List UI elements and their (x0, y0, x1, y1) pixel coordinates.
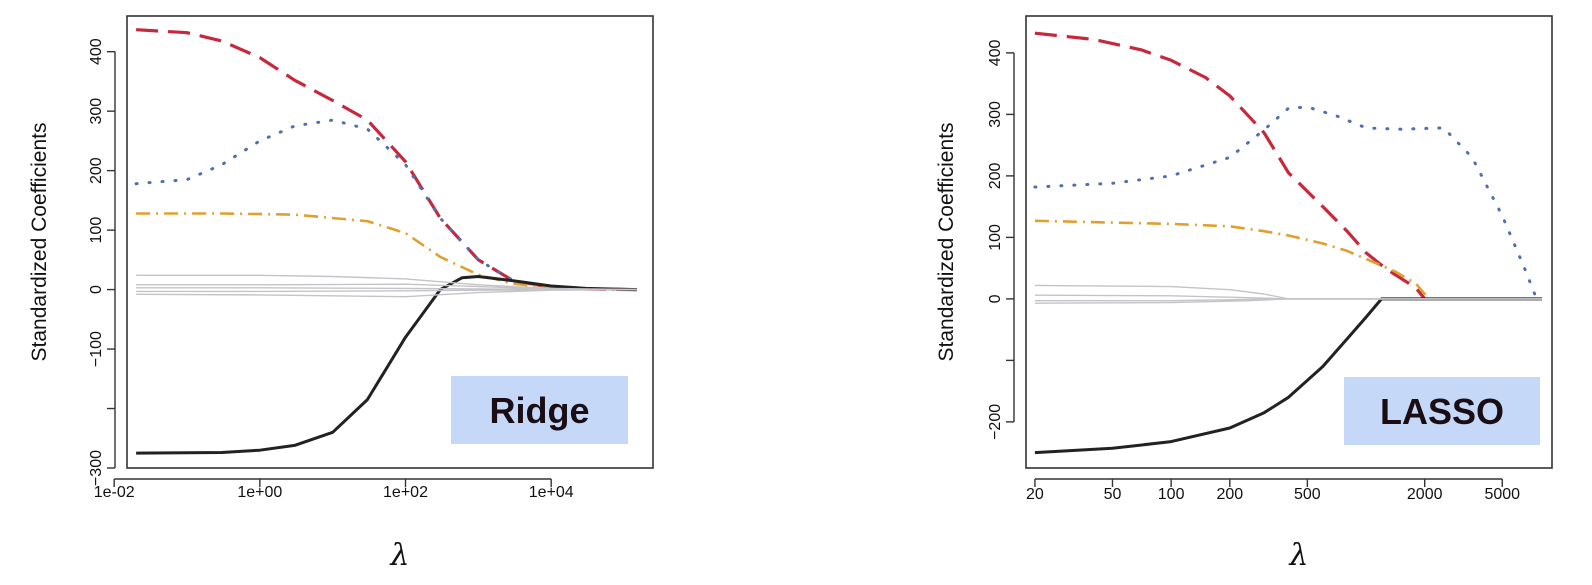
coefficient-path-7 (136, 288, 637, 293)
coefficient-path-8 (136, 288, 637, 298)
x-tick-label: 100 (1158, 486, 1185, 503)
coefficient-path-3 (136, 275, 637, 455)
y-tick-label: 100 (987, 224, 1004, 251)
method-badge (451, 376, 628, 444)
x-tick-label: 1e+00 (237, 484, 282, 501)
y-tick-label: −200 (987, 404, 1004, 440)
lasso-panel: −200 0 100 200 300 400 20 50 100 200 500 2000 5000 St… (935, 15, 1553, 573)
y-tick-label: 0 (88, 285, 105, 294)
x-tick-label: 2000 (1407, 486, 1443, 503)
coefficient-path-0 (136, 28, 637, 292)
x-axis-title: λ (1288, 538, 1308, 573)
coefficient-path-1 (134, 118, 639, 292)
x-tick-label: 20 (1026, 486, 1044, 503)
x-tick-label: 1e+04 (529, 484, 574, 501)
coefficient-path-3 (1034, 297, 1542, 455)
y-tick-label: 300 (88, 98, 105, 125)
method-badge (1344, 377, 1540, 445)
x-tick-label: 1e+02 (383, 484, 428, 501)
y-tick-label: 400 (987, 39, 1004, 66)
x-axis-title: λ (389, 538, 409, 573)
method-badge-label: LASSO (1380, 391, 1504, 432)
coefficient-path-7 (1034, 298, 1542, 304)
coefficient-path-0 (1034, 31, 1426, 300)
coefficient-path-1 (1033, 105, 1539, 301)
method-badge-label: Ridge (489, 390, 589, 431)
plot-frame (1025, 15, 1553, 469)
y-tick-label: 100 (88, 217, 105, 244)
y-tick-label: 400 (88, 38, 105, 65)
x-tick-label: 5000 (1484, 486, 1520, 503)
coefficient-path-6 (136, 287, 637, 291)
y-tick-label: −300 (88, 450, 105, 486)
x-tick-label: 1e-02 (94, 484, 135, 501)
plot-frame (126, 15, 654, 469)
y-axis-title: Standardized Coefficients (28, 123, 51, 362)
coefficient-path-2 (1034, 219, 1430, 300)
y-tick-label: 300 (987, 101, 1004, 128)
coefficient-path-4 (1034, 284, 1542, 300)
x-tick-label: 200 (1216, 486, 1243, 503)
x-tick-label: 50 (1104, 486, 1122, 503)
y-tick-label: 0 (987, 294, 1004, 303)
x-tick-label: 500 (1294, 486, 1321, 503)
y-tick-label: 200 (88, 157, 105, 184)
y-tick-label: 200 (987, 162, 1004, 189)
y-tick-label: −100 (88, 331, 105, 367)
ridge-panel: −300 −100 0 100 200 300 400 1e-02 1e+00 1e+02 1e+0… (28, 15, 654, 573)
y-axis-title: Standardized Coefficients (935, 123, 958, 362)
